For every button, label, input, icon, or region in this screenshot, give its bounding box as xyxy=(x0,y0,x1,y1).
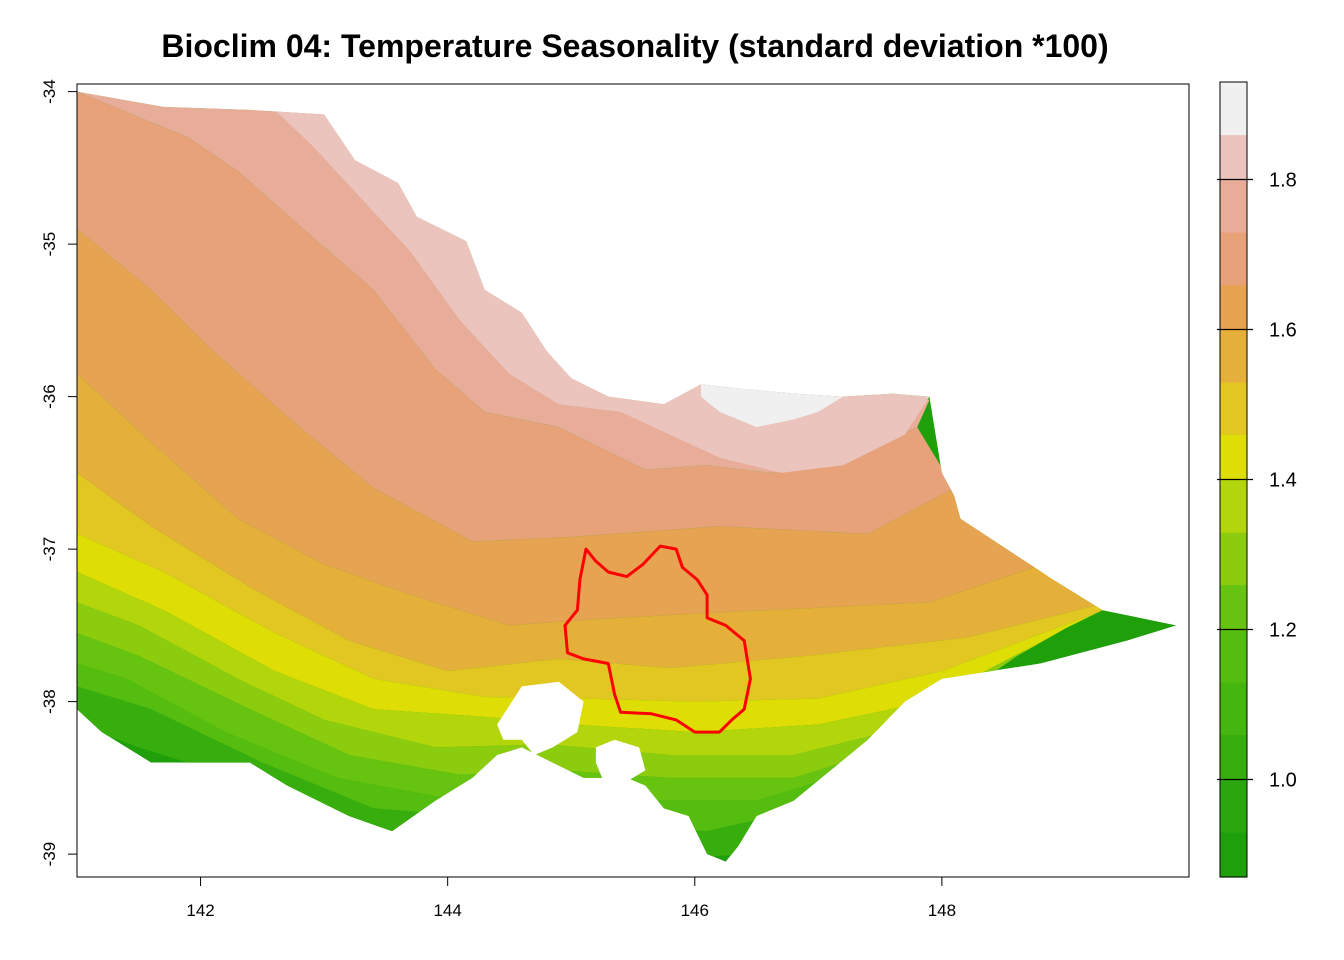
y-tick-label: -37 xyxy=(40,537,59,562)
port-phillip-bay xyxy=(497,681,584,755)
seasonality-zone-5 xyxy=(77,533,1097,733)
study-area-layer xyxy=(563,544,752,734)
seasonality-zone-7 xyxy=(77,602,1029,778)
y-tick-label: -34 xyxy=(40,79,59,104)
y-tick-label: -39 xyxy=(40,842,59,867)
high-seasonality-zone xyxy=(274,109,930,473)
x-tick-label: 146 xyxy=(681,901,709,920)
legend-band-13 xyxy=(1220,179,1247,233)
y-tick-label: -38 xyxy=(40,689,59,714)
study-area-boundary xyxy=(563,544,752,734)
legend-band-3 xyxy=(1220,682,1247,736)
plot-frame xyxy=(76,83,1190,878)
legend-band-2 xyxy=(1220,734,1247,781)
x-tick-label: 144 xyxy=(433,901,461,920)
legend-band-0 xyxy=(1220,832,1247,878)
x-tick-label: 148 xyxy=(928,901,956,920)
western-port-bay xyxy=(595,739,646,786)
legend-band-9 xyxy=(1220,382,1247,436)
legend-tick-label: 1.2 xyxy=(1269,620,1297,642)
y-tick-label: -35 xyxy=(40,232,59,257)
legend-band-11 xyxy=(1220,284,1247,331)
legend-band-4 xyxy=(1220,629,1247,683)
peak-seasonality-zone xyxy=(701,384,843,428)
map-title: Bioclim 04: Temperature Seasonality (sta… xyxy=(161,28,1109,64)
axes: 142 144 146 148 -34 -35 -36 -37 -38 -39 xyxy=(40,79,956,920)
legend-band-1 xyxy=(1220,779,1247,833)
legend-tick-label: 1.8 xyxy=(1269,170,1297,192)
seasonality-zone-6 xyxy=(77,572,1066,755)
seasonality-zone-4 xyxy=(77,472,1128,702)
seasonality-zone-2 xyxy=(77,228,1066,626)
legend-band-14 xyxy=(1220,134,1247,181)
y-tick-label: -36 xyxy=(40,384,59,409)
seasonality-zone-8 xyxy=(77,633,979,801)
seasonality-zone-3 xyxy=(77,373,1128,672)
legend-tick-label: 1.0 xyxy=(1269,770,1297,792)
legend-band-15 xyxy=(1220,82,1247,136)
legend-tick-label: 1.6 xyxy=(1269,320,1297,342)
legend-band-12 xyxy=(1220,232,1247,286)
legend-band-5 xyxy=(1220,584,1247,631)
color-legend: 1.0 1.2 1.4 1.6 1.8 xyxy=(1217,81,1297,878)
legend-band-8 xyxy=(1220,434,1247,481)
legend-tick-label: 1.4 xyxy=(1269,470,1297,492)
seasonality-zone-1 xyxy=(77,91,955,542)
x-tick-label: 142 xyxy=(186,901,214,920)
raster-map xyxy=(77,91,1177,862)
legend-band-10 xyxy=(1220,329,1247,383)
legend-band-7 xyxy=(1220,479,1247,533)
legend-band-6 xyxy=(1220,532,1247,586)
